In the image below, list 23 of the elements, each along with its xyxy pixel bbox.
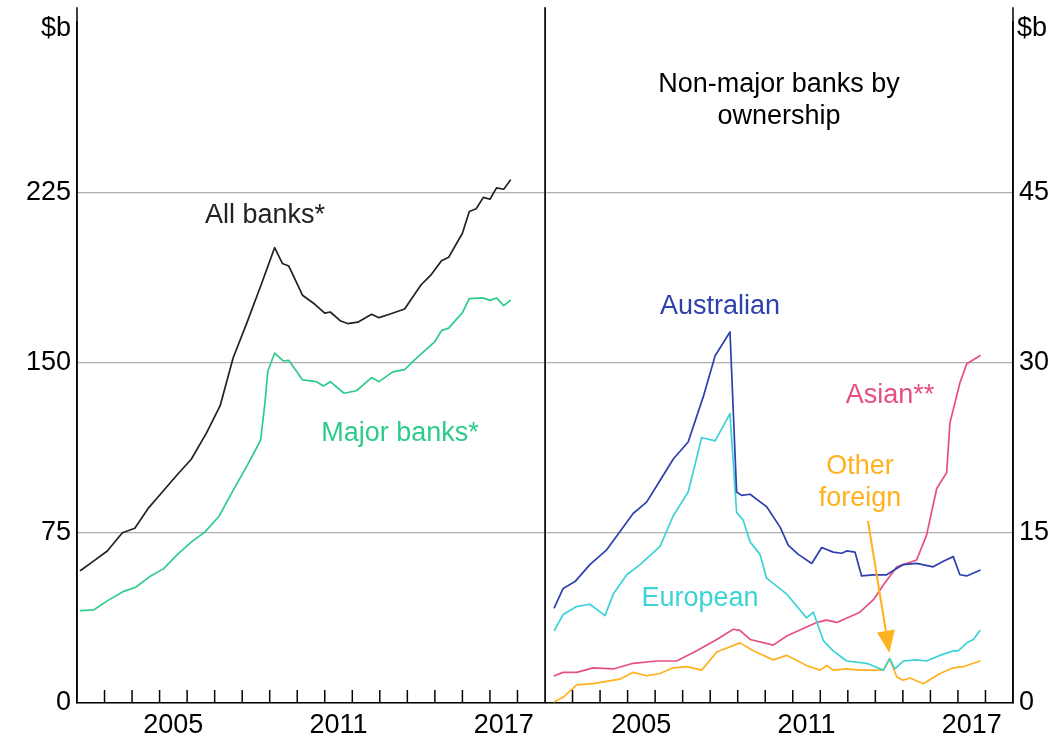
y-tick-label: 225 xyxy=(25,175,71,206)
series-label: Australian xyxy=(660,290,781,321)
y2-axis-title: $b xyxy=(1017,11,1048,42)
x-tick-label: 2005 xyxy=(143,708,204,739)
y-axis-title: $b xyxy=(40,11,71,42)
series-label: Major banks* xyxy=(321,417,480,448)
y-tick-label: 150 xyxy=(25,346,71,377)
text: Non-major banks by ownership xyxy=(658,67,901,130)
x-tick-label: 2011 xyxy=(777,708,836,739)
series-label: European xyxy=(641,582,759,613)
y-tick-label: 0 xyxy=(55,686,71,717)
y2-tick-label: 0 xyxy=(1019,686,1035,717)
y2-tick-label: 15 xyxy=(1019,516,1050,547)
y2-tick-label: 30 xyxy=(1019,346,1050,377)
text: Other foreign xyxy=(818,450,902,513)
x-tick-label: 2011 xyxy=(309,708,368,739)
x-tick-label: 2017 xyxy=(941,708,1002,739)
x-tick-label: 2005 xyxy=(611,708,672,739)
y2-tick-label: 45 xyxy=(1019,175,1050,206)
series-label: Asian** xyxy=(845,378,935,409)
series-label: All banks* xyxy=(204,198,326,229)
y-tick-label: 75 xyxy=(40,516,71,547)
x-tick-label: 2017 xyxy=(473,708,534,739)
